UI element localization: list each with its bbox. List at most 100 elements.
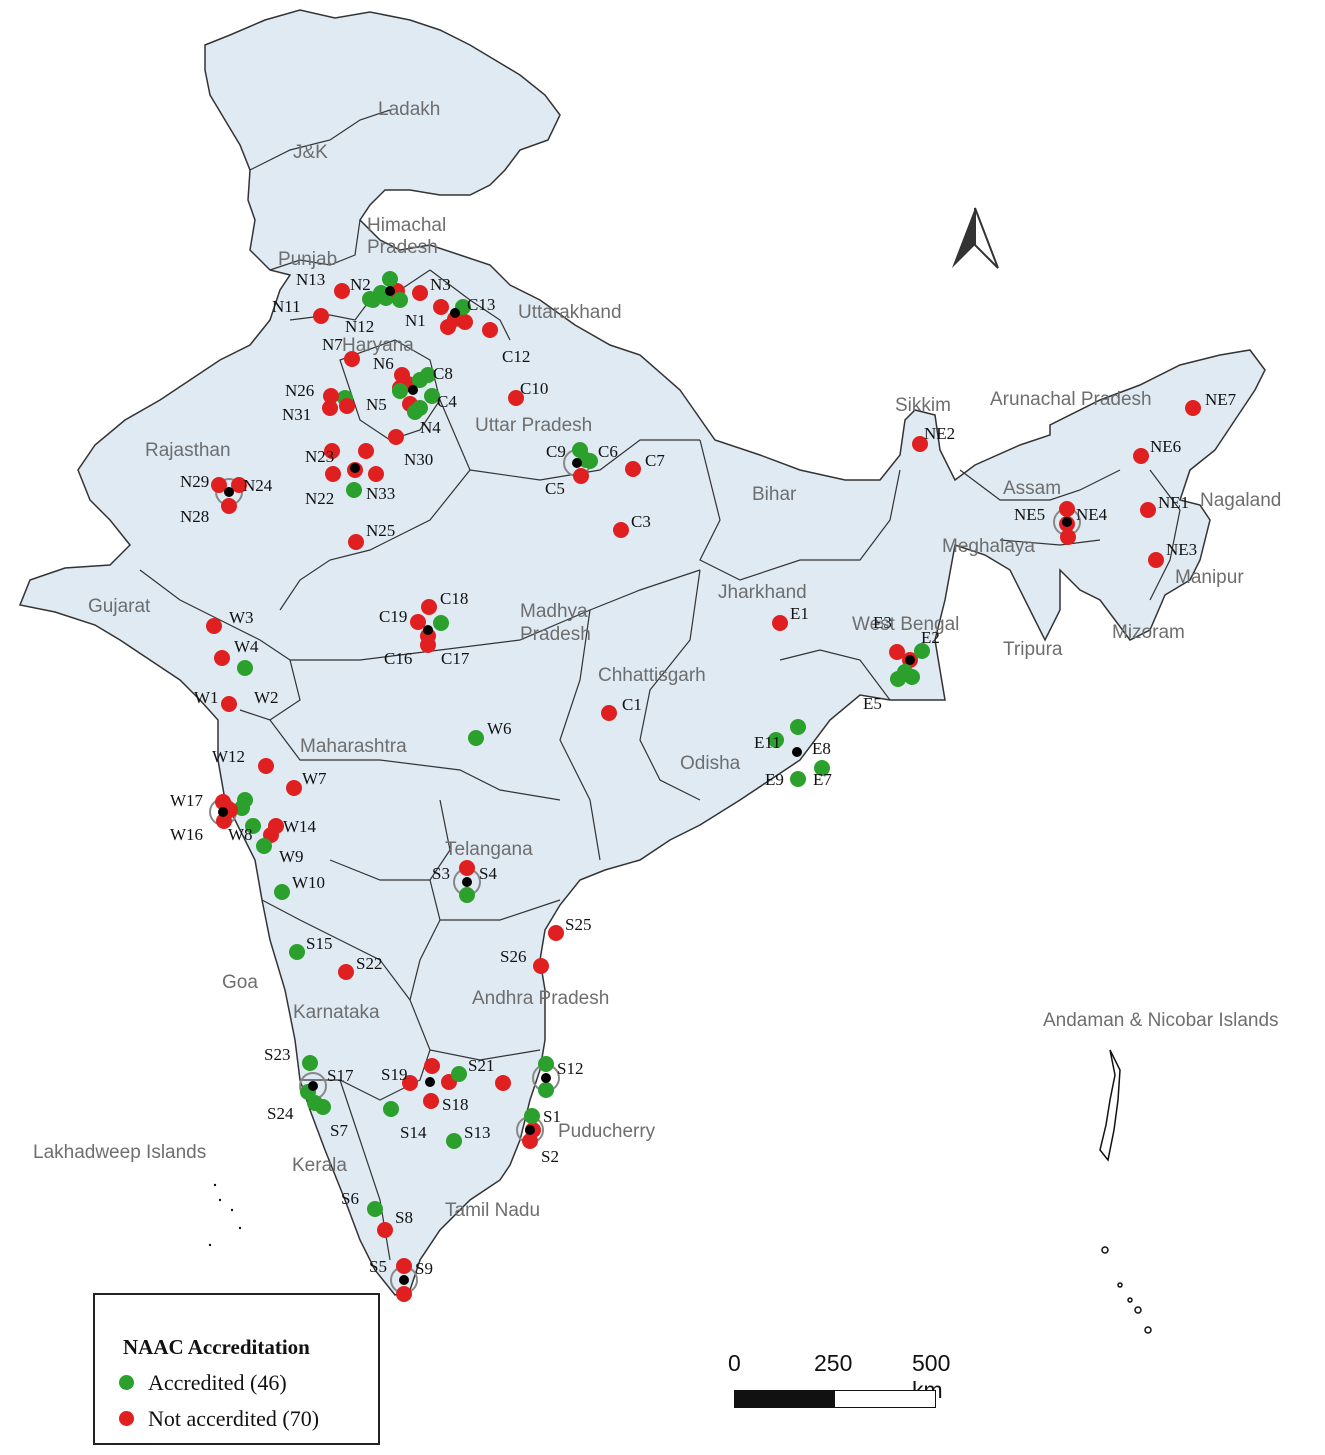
site-dot-S19	[424, 1058, 440, 1074]
site-dot-C3	[613, 522, 629, 538]
site-label-W12: W12	[212, 747, 245, 766]
site-dot-N11	[313, 308, 329, 324]
site-label-W10: W10	[292, 873, 325, 892]
site-dot-C4	[424, 388, 440, 404]
site-label-W14: W14	[283, 817, 317, 836]
site-label-E2: E2	[921, 628, 940, 647]
scale-bar-white	[834, 1390, 936, 1408]
site-dot-W14	[268, 818, 284, 834]
site-dot-E9	[790, 771, 806, 787]
state-label-himachal: Himachal	[367, 215, 446, 236]
site-label-S1: S1	[543, 1107, 561, 1126]
hub-dot	[1062, 517, 1072, 527]
site-dot-C18	[421, 599, 437, 615]
not-accredited-site-dot	[433, 299, 449, 315]
site-label-S13: S13	[464, 1123, 490, 1142]
state-label-up: Uttar Pradesh	[475, 415, 592, 436]
state-label-jk: J&K	[293, 142, 328, 163]
site-dot-S21	[451, 1066, 467, 1082]
site-dot-C9	[572, 442, 588, 458]
site-label-N23: N23	[305, 447, 334, 466]
site-label-N7: N7	[322, 335, 343, 354]
site-dot-N23	[324, 443, 340, 459]
site-dot-N7	[344, 351, 360, 367]
site-dot-C19	[410, 614, 426, 630]
site-label-E1: E1	[790, 604, 809, 623]
site-label-N4: N4	[420, 418, 441, 437]
legend-accredited: Accredited (46)	[119, 1370, 287, 1396]
hub-dot	[462, 877, 472, 887]
site-label-W1: W1	[194, 688, 219, 707]
site-dot-E1	[772, 615, 788, 631]
site-label-N5: N5	[366, 395, 387, 414]
site-label-C13: C13	[467, 295, 495, 314]
site-label-C12: C12	[502, 347, 530, 366]
state-label-jharkhand: Jharkhand	[718, 582, 807, 603]
hub-dot	[350, 463, 360, 473]
site-label-E8: E8	[812, 739, 831, 758]
site-dot-S5	[396, 1258, 412, 1274]
site-label-W7: W7	[302, 769, 327, 788]
site-dot-C1	[601, 705, 617, 721]
site-dot-W12	[258, 758, 274, 774]
site-label-S7: S7	[330, 1121, 348, 1140]
state-label-lakshadweep: Lakhadweep Islands	[33, 1142, 206, 1163]
site-label-S21: S21	[468, 1056, 494, 1075]
site-label-C1: C1	[622, 695, 642, 714]
site-label-C5: C5	[545, 479, 565, 498]
site-label-C7: C7	[645, 451, 665, 470]
site-label-N31: N31	[282, 405, 311, 424]
site-dot-S7	[315, 1099, 331, 1115]
hub-dot	[572, 458, 582, 468]
site-dot-S9	[396, 1286, 412, 1302]
site-label-N1: N1	[405, 311, 426, 330]
site-label-S15: S15	[306, 934, 332, 953]
site-dot-N1	[392, 292, 408, 308]
site-label-W4: W4	[234, 637, 259, 656]
site-label-S19: S19	[381, 1065, 407, 1084]
state-label-tripura: Tripura	[1003, 639, 1063, 660]
site-label-N30: N30	[404, 450, 433, 469]
not-accredited-site-dot	[440, 319, 456, 335]
not-accredited-site-dot	[402, 1075, 418, 1091]
state-label-puducherry: Puducherry	[558, 1121, 656, 1142]
site-dot-N24	[231, 477, 247, 493]
site-label-S18: S18	[442, 1095, 468, 1114]
site-label-E3: E3	[873, 613, 892, 632]
site-dot-NE1	[1140, 502, 1156, 518]
site-label-W17: W17	[170, 791, 204, 810]
hub-dot	[423, 625, 433, 635]
site-dot-E2	[914, 643, 930, 659]
accredited-site-dot	[538, 1082, 554, 1098]
site-dot-N12	[365, 292, 381, 308]
state-label-andhra: Andhra Pradesh	[472, 988, 609, 1009]
state-label-mp: Madhya	[520, 601, 588, 622]
state-label-meghalaya: Meghalaya	[942, 536, 1035, 557]
state-label-uttarakhand: Uttarakhand	[518, 302, 622, 323]
site-dot-S25	[548, 925, 564, 941]
site-dot-S12	[538, 1056, 554, 1072]
state-label-rajasthan: Rajasthan	[145, 440, 231, 461]
state-label-westbengal: West Bengal	[852, 614, 959, 635]
state-label-odisha: Odisha	[680, 753, 741, 774]
site-dot-S13	[446, 1133, 462, 1149]
state-borders	[139, 109, 1181, 1261]
site-label-N25: N25	[366, 521, 395, 540]
site-dot-S2	[522, 1133, 538, 1149]
site-dot-C16	[420, 637, 436, 653]
site-label-C18: C18	[440, 589, 468, 608]
site-dot-S14	[383, 1101, 399, 1117]
site-label-C3: C3	[631, 512, 651, 531]
not-accredited-site-dot	[368, 466, 384, 482]
site-dot-NE5	[1059, 501, 1075, 517]
scale-bar-black	[734, 1390, 836, 1408]
site-label-C6: C6	[598, 442, 618, 461]
site-label-N33: N33	[366, 484, 395, 503]
site-label-W2: W2	[254, 688, 279, 707]
site-dot-W17	[215, 794, 231, 810]
site-dot-N2	[382, 271, 398, 287]
site-dot-NE6	[1133, 448, 1149, 464]
site-dot-S1	[524, 1108, 540, 1124]
legend-title: NAAC Accreditation	[123, 1335, 310, 1359]
